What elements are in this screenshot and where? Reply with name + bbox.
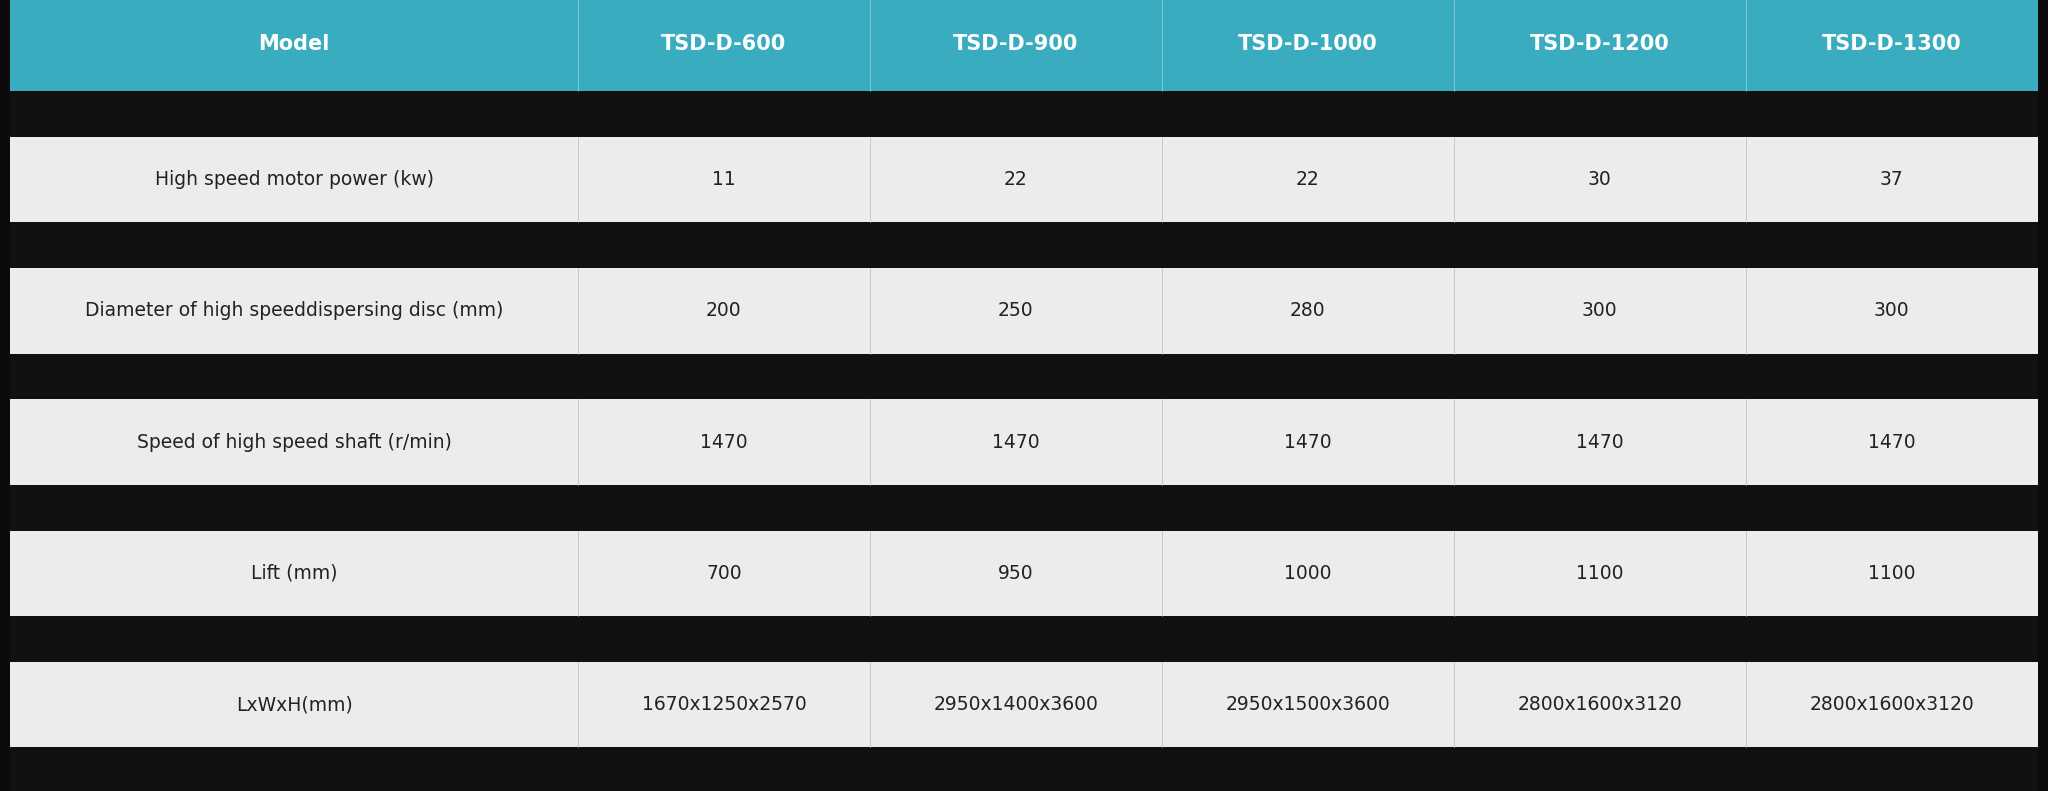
- FancyBboxPatch shape: [10, 485, 2038, 531]
- Text: 2950x1500x3600: 2950x1500x3600: [1225, 695, 1391, 714]
- Text: 2950x1400x3600: 2950x1400x3600: [934, 695, 1098, 714]
- Text: 2800x1600x3120: 2800x1600x3120: [1808, 695, 1974, 714]
- FancyBboxPatch shape: [870, 0, 1161, 91]
- Text: 1100: 1100: [1577, 564, 1624, 583]
- FancyBboxPatch shape: [578, 137, 870, 222]
- FancyBboxPatch shape: [578, 399, 870, 485]
- FancyBboxPatch shape: [1454, 137, 1745, 222]
- FancyBboxPatch shape: [1161, 662, 1454, 747]
- Text: 280: 280: [1290, 301, 1325, 320]
- Text: 1000: 1000: [1284, 564, 1331, 583]
- Text: 2800x1600x3120: 2800x1600x3120: [1518, 695, 1681, 714]
- FancyBboxPatch shape: [1745, 137, 2038, 222]
- Text: 1470: 1470: [1868, 433, 1915, 452]
- Text: 1470: 1470: [700, 433, 748, 452]
- FancyBboxPatch shape: [10, 354, 2038, 399]
- FancyBboxPatch shape: [1745, 662, 2038, 747]
- FancyBboxPatch shape: [10, 399, 578, 485]
- FancyBboxPatch shape: [1454, 662, 1745, 747]
- FancyBboxPatch shape: [1745, 399, 2038, 485]
- Text: Diameter of high speeddispersing disc (mm): Diameter of high speeddispersing disc (m…: [84, 301, 504, 320]
- FancyBboxPatch shape: [1161, 268, 1454, 354]
- Text: 1100: 1100: [1868, 564, 1915, 583]
- FancyBboxPatch shape: [1161, 137, 1454, 222]
- Text: 1470: 1470: [1577, 433, 1624, 452]
- FancyBboxPatch shape: [1454, 399, 1745, 485]
- FancyBboxPatch shape: [10, 222, 2038, 268]
- FancyBboxPatch shape: [10, 662, 578, 747]
- Text: 22: 22: [1296, 170, 1319, 189]
- Text: TSD-D-1200: TSD-D-1200: [1530, 34, 1669, 55]
- Text: 11: 11: [713, 170, 735, 189]
- FancyBboxPatch shape: [1745, 531, 2038, 616]
- Text: TSD-D-900: TSD-D-900: [952, 34, 1079, 55]
- Text: 950: 950: [997, 564, 1034, 583]
- FancyBboxPatch shape: [10, 616, 2038, 662]
- FancyBboxPatch shape: [10, 137, 578, 222]
- FancyBboxPatch shape: [1161, 0, 1454, 91]
- FancyBboxPatch shape: [1161, 531, 1454, 616]
- Text: 250: 250: [997, 301, 1034, 320]
- FancyBboxPatch shape: [1454, 0, 1745, 91]
- FancyBboxPatch shape: [10, 747, 2038, 791]
- Text: LxWxH(mm): LxWxH(mm): [236, 695, 352, 714]
- Text: 1470: 1470: [1284, 433, 1331, 452]
- FancyBboxPatch shape: [1454, 268, 1745, 354]
- FancyBboxPatch shape: [870, 662, 1161, 747]
- Text: TSD-D-600: TSD-D-600: [662, 34, 786, 55]
- Text: TSD-D-1300: TSD-D-1300: [1823, 34, 1962, 55]
- FancyBboxPatch shape: [1454, 531, 1745, 616]
- Text: 22: 22: [1004, 170, 1028, 189]
- Text: Model: Model: [258, 34, 330, 55]
- FancyBboxPatch shape: [1161, 399, 1454, 485]
- FancyBboxPatch shape: [870, 531, 1161, 616]
- Text: Speed of high speed shaft (r/min): Speed of high speed shaft (r/min): [137, 433, 451, 452]
- Text: TSD-D-1000: TSD-D-1000: [1237, 34, 1378, 55]
- Text: 700: 700: [707, 564, 741, 583]
- FancyBboxPatch shape: [870, 137, 1161, 222]
- Text: 1470: 1470: [991, 433, 1040, 452]
- FancyBboxPatch shape: [870, 268, 1161, 354]
- Text: 300: 300: [1581, 301, 1618, 320]
- FancyBboxPatch shape: [10, 91, 2038, 137]
- FancyBboxPatch shape: [870, 399, 1161, 485]
- Text: 1670x1250x2570: 1670x1250x2570: [641, 695, 807, 714]
- FancyBboxPatch shape: [578, 531, 870, 616]
- Text: 300: 300: [1874, 301, 1909, 320]
- FancyBboxPatch shape: [578, 0, 870, 91]
- FancyBboxPatch shape: [10, 0, 578, 91]
- Text: 200: 200: [707, 301, 741, 320]
- Text: Lift (mm): Lift (mm): [250, 564, 338, 583]
- FancyBboxPatch shape: [1745, 268, 2038, 354]
- FancyBboxPatch shape: [1745, 0, 2038, 91]
- FancyBboxPatch shape: [10, 268, 578, 354]
- Text: High speed motor power (kw): High speed motor power (kw): [154, 170, 434, 189]
- Text: 37: 37: [1880, 170, 1905, 189]
- FancyBboxPatch shape: [578, 662, 870, 747]
- FancyBboxPatch shape: [10, 531, 578, 616]
- FancyBboxPatch shape: [578, 268, 870, 354]
- Text: 30: 30: [1587, 170, 1612, 189]
